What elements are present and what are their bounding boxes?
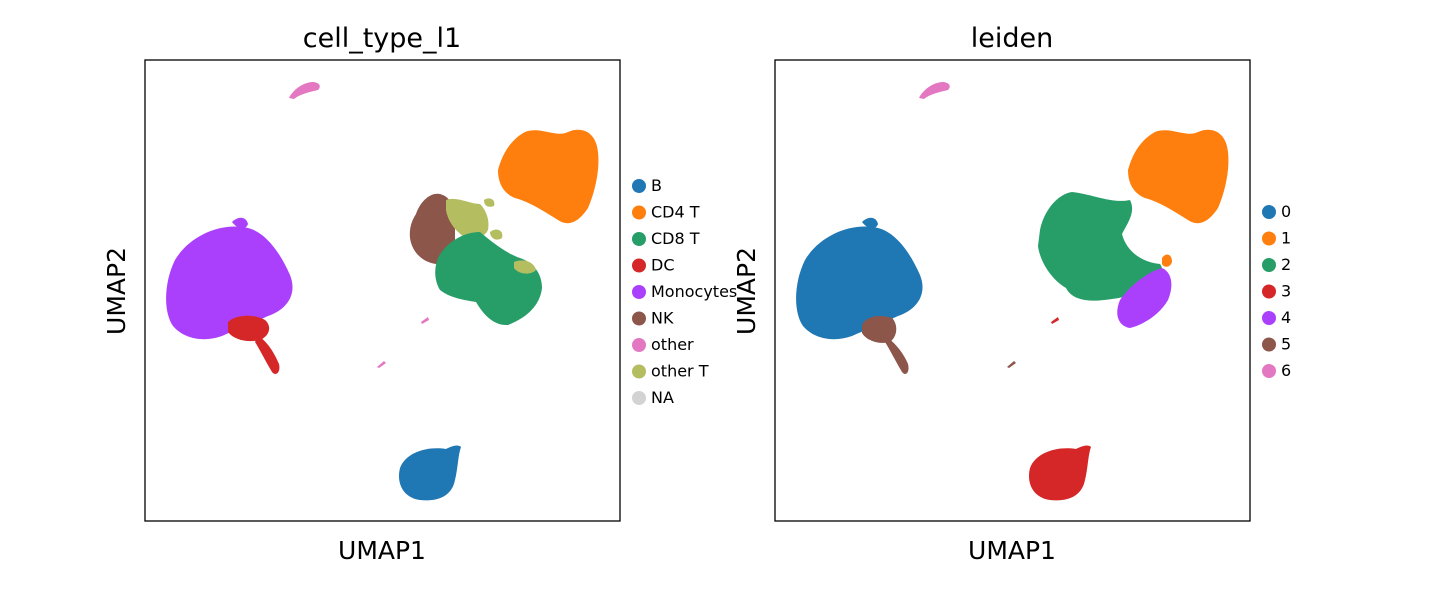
cluster-b (398, 445, 461, 501)
legend-label: CD4 T (651, 203, 700, 222)
legend-marker (632, 364, 646, 379)
cluster-5-tail (885, 338, 909, 375)
panel-1-legend: B CD4 T CD8 T DC Monocytes NK other other T NA (632, 176, 737, 407)
legend-label: DC (651, 256, 675, 275)
legend-label: 6 (1281, 361, 1291, 380)
cluster-other-top (289, 82, 320, 99)
legend-label: 2 (1281, 255, 1291, 274)
legend-item: other (632, 335, 694, 354)
legend-marker (632, 205, 646, 220)
cluster-dc-tail (255, 336, 280, 375)
cluster-nk (409, 193, 455, 264)
legend-marker (1262, 231, 1276, 246)
panel-1-y-label: UMAP2 (102, 247, 131, 335)
cluster-other-t-speck-2 (514, 260, 536, 274)
legend-label: 3 (1281, 282, 1291, 301)
legend-marker (632, 258, 646, 273)
cluster-cd4t (498, 129, 599, 224)
cluster-2 (1038, 192, 1163, 301)
cluster-3-small (1051, 317, 1059, 324)
cluster-other-t-speck-1 (490, 229, 503, 240)
panel-2-title: leiden (971, 23, 1053, 54)
legend-item: NA (632, 388, 674, 407)
legend-item: Monocytes (632, 282, 737, 301)
legend-marker (632, 179, 646, 193)
legend-marker (1262, 258, 1276, 272)
legend-item: B (632, 176, 662, 195)
legend-label: 4 (1281, 308, 1291, 327)
legend-item: 1 (1262, 229, 1291, 248)
cluster-3 (1028, 445, 1091, 501)
panel-2-legend: 0 1 2 3 4 5 6 (1262, 202, 1291, 380)
cluster-5 (862, 316, 897, 343)
cluster-monocytes (166, 226, 293, 340)
legend-marker (1262, 337, 1276, 352)
panel-cell-type: cell_type_l1 (102, 23, 737, 565)
legend-marker (632, 232, 646, 246)
legend-marker (1262, 311, 1276, 325)
legend-item: 0 (1262, 202, 1291, 221)
legend-item: NK (632, 309, 674, 328)
legend-item: 5 (1262, 335, 1291, 354)
legend-marker (632, 338, 646, 352)
legend-item: CD8 T (632, 229, 700, 248)
legend-marker (1262, 284, 1276, 299)
cluster-other-small-2 (377, 361, 386, 368)
cluster-dc (228, 315, 270, 342)
cluster-1-small (1162, 254, 1172, 267)
legend-label: Monocytes (651, 282, 737, 301)
legend-label: CD8 T (651, 229, 700, 248)
legend-item: CD4 T (632, 203, 700, 222)
legend-label: 0 (1281, 202, 1291, 221)
legend-item: DC (632, 256, 675, 275)
cluster-1 (1128, 129, 1229, 224)
legend-marker (632, 311, 646, 326)
cluster-other-small-1 (421, 317, 429, 324)
cluster-4 (1117, 268, 1172, 328)
panel-2-y-label: UMAP2 (732, 247, 761, 335)
cluster-other-t (446, 198, 489, 239)
panel-1-clusters (166, 82, 599, 501)
legend-item: 6 (1262, 361, 1291, 380)
panel-leiden: leiden UMAP1 UMAP2 0 1 2 3 4 5 6 (732, 23, 1291, 565)
legend-label: other (651, 335, 694, 354)
legend-marker (1262, 205, 1276, 219)
cluster-other-t-speck-3 (484, 198, 495, 207)
legend-marker (632, 285, 646, 299)
cluster-6 (919, 82, 950, 99)
panel-1-x-label: UMAP1 (338, 536, 426, 565)
panel-2-x-label: UMAP1 (968, 536, 1056, 565)
panel-2-plot-frame (774, 59, 1251, 522)
legend-item: 2 (1262, 255, 1291, 274)
cluster-0-fringe (862, 217, 878, 229)
cluster-5-small (1007, 361, 1016, 368)
legend-item: other T (632, 362, 709, 381)
legend-item: 3 (1262, 282, 1291, 301)
legend-marker (632, 391, 646, 405)
legend-label: NA (651, 388, 674, 407)
legend-label: 5 (1281, 335, 1291, 354)
legend-label: B (651, 176, 662, 195)
legend-label: 1 (1281, 229, 1291, 248)
legend-label: NK (651, 309, 674, 328)
cluster-monocytes-fringe (232, 217, 248, 229)
panel-1-plot-frame (144, 59, 621, 522)
cluster-0 (796, 226, 923, 340)
panel-1-title: cell_type_l1 (303, 23, 461, 54)
legend-item: 4 (1262, 308, 1291, 327)
panel-2-clusters (796, 82, 1229, 501)
legend-marker (1262, 364, 1276, 378)
cluster-cd8t (435, 232, 542, 326)
legend-label: other T (651, 362, 709, 381)
